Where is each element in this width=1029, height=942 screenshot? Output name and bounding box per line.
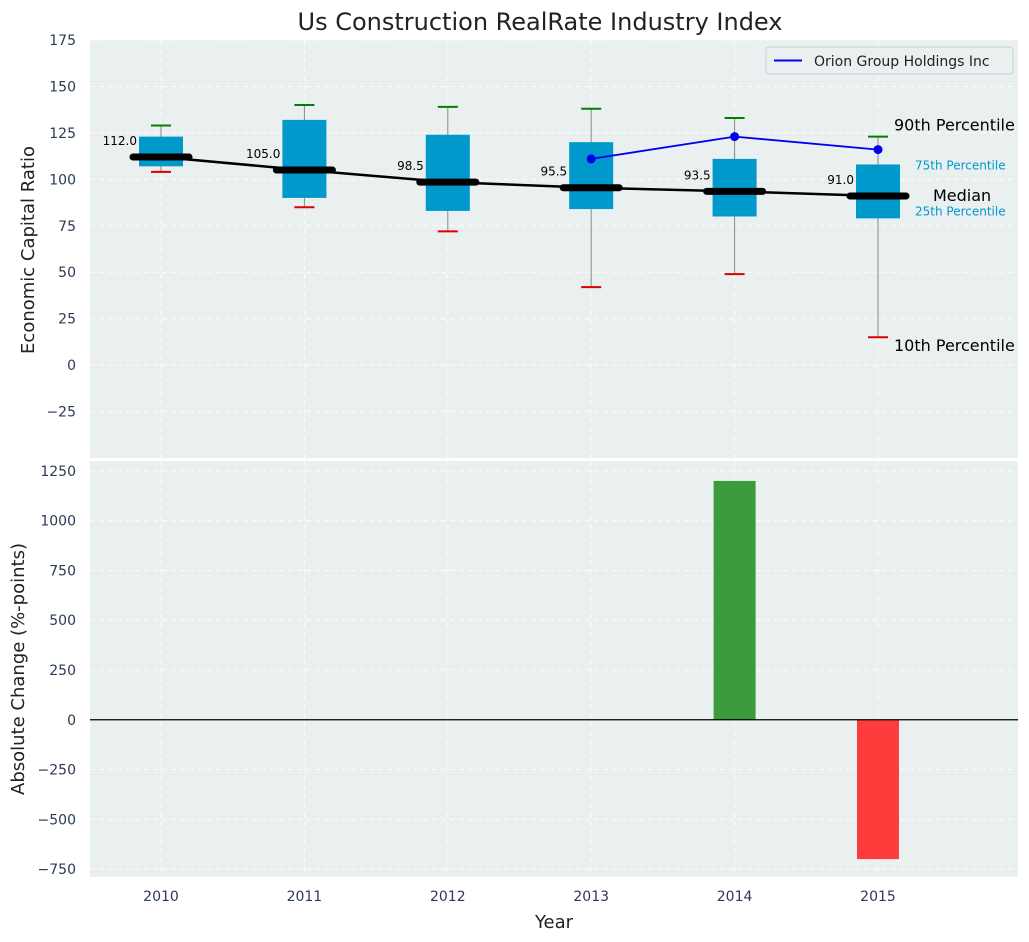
iqr-box	[856, 164, 900, 219]
annotation-25th-percentile: 25th Percentile	[915, 204, 1006, 218]
median-value-label: 112.0	[103, 134, 137, 148]
legend: Orion Group Holdings Inc	[765, 46, 1014, 75]
y-tick-label: 50	[58, 265, 76, 281]
x-tick-label: 2012	[430, 889, 466, 905]
y-tick-label: 125	[49, 126, 76, 142]
y-tick-label: 500	[49, 613, 76, 629]
x-tick-label: 2010	[143, 889, 179, 905]
x-tick-label: 2011	[287, 889, 323, 905]
company-series-point	[586, 154, 596, 164]
chart-title: Us Construction RealRate Industry Index	[298, 8, 783, 36]
annotation-10th-percentile: 10th Percentile	[894, 336, 1015, 355]
change-bar-negative	[857, 719, 899, 860]
y-tick-label: 0	[67, 713, 76, 729]
y-tick-label: −250	[38, 763, 76, 779]
median-value-label: 98.5	[397, 159, 424, 173]
legend-box	[765, 46, 1014, 75]
change-bar-positive	[713, 480, 756, 720]
y-tick-label: −25	[46, 405, 76, 421]
iqr-box	[712, 158, 757, 217]
y-tick-label: 150	[49, 79, 76, 95]
company-series-point	[873, 145, 883, 155]
iqr-box	[425, 134, 470, 211]
annotation-median: Median	[933, 186, 991, 205]
y-tick-label: 250	[49, 663, 76, 679]
y-tick-label: 175	[49, 33, 76, 49]
y-axis-label-change: Absolute Change (%-points)	[8, 543, 29, 795]
y-tick-label: 75	[58, 219, 76, 235]
x-tick-label: 2015	[860, 889, 896, 905]
company-series-point	[730, 132, 740, 142]
x-tick-label: 2013	[573, 889, 609, 905]
legend-label: Orion Group Holdings Inc	[814, 54, 990, 70]
iqr-box	[569, 142, 614, 210]
iqr-box	[282, 119, 327, 198]
change-bar-panel: −750 −500 −250 0 250 500 750 1000 1250 2010 2011 20…	[38, 461, 1018, 905]
y-tick-label: 1000	[40, 514, 76, 530]
y-axis-label-ratio: Economic Capital Ratio	[18, 146, 39, 354]
x-axis-label: Year	[534, 912, 574, 933]
iqr-box	[139, 136, 183, 167]
y-tick-label: 0	[67, 358, 76, 374]
plot-background-top	[90, 40, 1018, 458]
median-value-label: 93.5	[684, 168, 711, 182]
y-tick-label: 750	[49, 563, 76, 579]
annotation-75th-percentile: 75th Percentile	[915, 158, 1006, 172]
x-tick-label: 2014	[717, 889, 753, 905]
annotation-90th-percentile: 90th Percentile	[894, 116, 1015, 135]
median-value-label: 91.0	[827, 173, 854, 187]
y-tick-label: −500	[38, 812, 76, 828]
y-tick-label: 1250	[40, 464, 76, 480]
median-value-label: 105.0	[246, 147, 280, 161]
y-tick-label: −750	[38, 862, 76, 878]
y-tick-label: 25	[58, 312, 76, 328]
median-value-label: 95.5	[540, 165, 567, 179]
box-plot-panel: −25 0 25 50 75 100 125 150 175 112.0 105.0 98.5 95.5…	[46, 33, 1018, 458]
y-tick-label: 100	[49, 172, 76, 188]
